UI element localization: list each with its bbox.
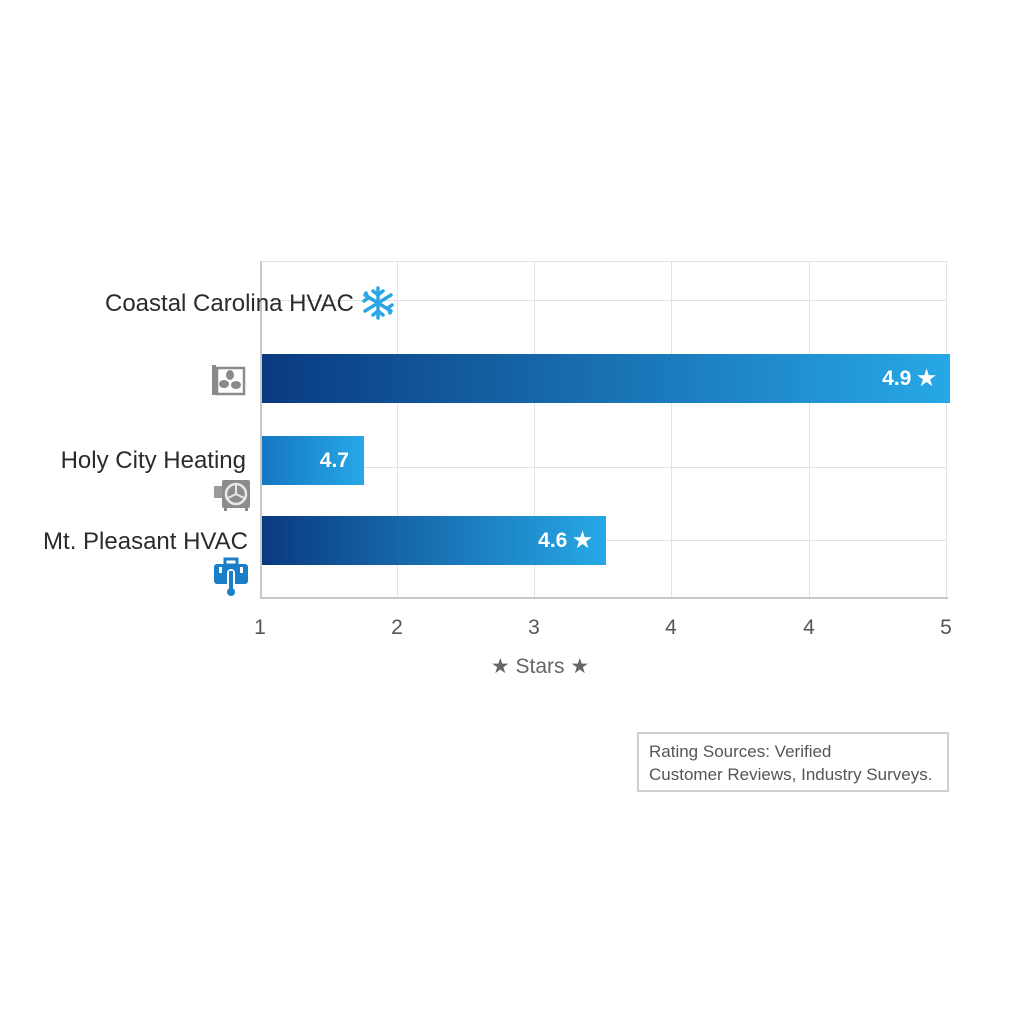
sources-note-line: Rating Sources: Verified [649, 742, 832, 761]
x-tick-label: 4 [803, 616, 815, 639]
fan-unit-icon [212, 365, 246, 396]
x-tick-label: 3 [528, 616, 540, 639]
grid-line [671, 261, 672, 598]
bar-mt-pleasant: 4.6 ★ [262, 516, 606, 565]
toolbox-thermometer-icon [214, 557, 248, 598]
grid-line [260, 261, 946, 262]
x-tick-label: 4 [665, 616, 677, 639]
bar-coastal-carolina: 4.9 ★ [262, 354, 950, 403]
grid-line [260, 300, 946, 301]
grid-line [397, 261, 398, 598]
grid-line [946, 261, 947, 598]
category-label-holy-city: Holy City Heating [60, 447, 246, 474]
x-tick-label: 2 [391, 616, 403, 639]
category-label-coastal-carolina: Coastal Carolina HVAC [105, 290, 354, 317]
y-axis [260, 261, 262, 599]
grid-line [809, 261, 810, 598]
bar-value-label: 4.9 ★ [882, 367, 936, 390]
snowflake-wrench-icon [362, 286, 394, 320]
category-label-mt-pleasant: Mt. Pleasant HVAC [43, 528, 248, 555]
x-tick-label: 5 [940, 616, 952, 639]
sources-note-line: Customer Reviews, Industry Surveys. [649, 765, 933, 784]
bar-value-label: 4.6 ★ [538, 529, 592, 552]
ac-condenser-icon [214, 480, 250, 511]
x-tick-label: 1 [254, 616, 266, 639]
x-axis-title: ★ Stars ★ [490, 655, 590, 678]
bar-holy-city: 4.7 [262, 436, 364, 485]
grid-line [260, 467, 946, 468]
x-axis [260, 597, 948, 599]
sources-note: Rating Sources: Verified Customer Review… [637, 732, 949, 792]
bar-value-label: 4.7 [319, 448, 349, 472]
grid-line [534, 261, 535, 598]
